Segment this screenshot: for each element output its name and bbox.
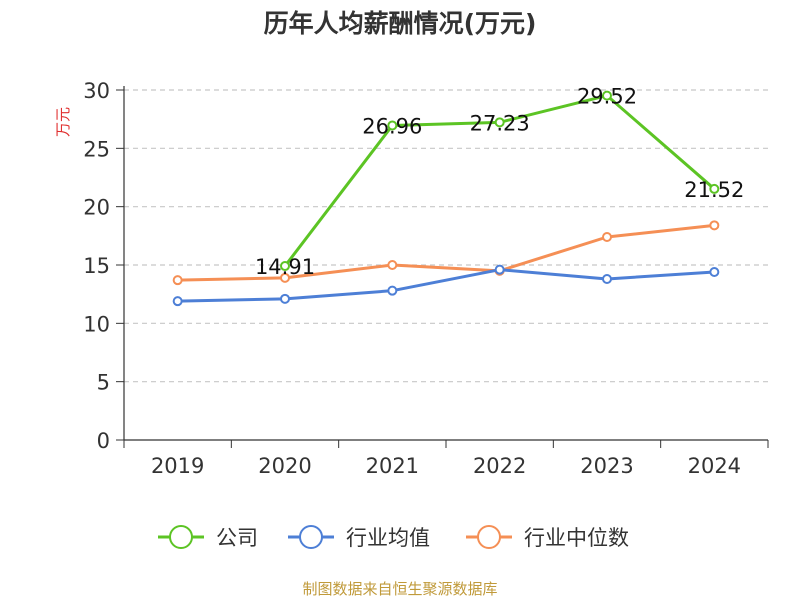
data-label: 26.96: [362, 114, 422, 138]
x-tick-label: 2019: [151, 454, 204, 478]
data-labels: 14.91 26.96 27.23 29.52 21.52: [255, 85, 744, 279]
series-lines: [172, 90, 720, 307]
x-tick-label: 2021: [366, 454, 419, 478]
axes: 0 5 10 15 20 25 30 2019 2020 2021 2022 2023 2024 万元: [54, 79, 769, 478]
data-point: [709, 267, 720, 277]
x-tick-label: 2023: [580, 454, 633, 478]
legend: 公司 行业均值 行业中位数: [158, 525, 629, 550]
grid-lines: [124, 89, 768, 383]
y-tick-label: 10: [83, 312, 110, 336]
data-point: [280, 272, 290, 283]
data-point: [494, 264, 505, 275]
data-point: [387, 120, 398, 131]
series-line: [177, 223, 715, 282]
y-tick-label: 0: [97, 429, 110, 453]
legend-label: 行业中位数: [524, 526, 629, 550]
data-point: [387, 285, 398, 296]
source-note: 制图数据来自恒生聚源数据库: [302, 580, 498, 598]
x-tick-label: 2020: [258, 454, 311, 478]
legend-marker: [169, 525, 193, 549]
legend-label: 行业均值: [346, 526, 430, 550]
data-label: 21.52: [684, 178, 744, 202]
data-point: [709, 220, 720, 231]
data-point: [494, 117, 505, 128]
data-point: [172, 275, 183, 286]
data-point: [280, 261, 290, 272]
data-point: [709, 183, 720, 194]
y-tick-label: 30: [83, 79, 110, 103]
y-tick-label: 25: [83, 137, 110, 161]
data-point: [602, 232, 612, 242]
x-tick-label: 2022: [473, 454, 526, 478]
series-line: [177, 268, 715, 303]
y-tick-label: 5: [97, 371, 110, 395]
legend-marker: [299, 525, 323, 549]
x-tick-label: 2024: [688, 454, 741, 478]
chart-title: 历年人均薪酬情况(万元): [263, 9, 537, 38]
data-point: [280, 293, 290, 304]
data-point: [602, 274, 612, 284]
data-point: [172, 296, 183, 307]
data-label: 27.23: [470, 111, 530, 135]
data-label: 29.52: [577, 85, 637, 109]
y-axis-label: 万元: [54, 107, 72, 137]
data-label: 14.91: [255, 255, 315, 279]
data-point: [387, 260, 398, 270]
legend-marker: [477, 525, 501, 549]
legend-label: 公司: [216, 526, 258, 550]
y-tick-label: 20: [83, 196, 110, 220]
y-tick-label: 15: [83, 254, 110, 278]
data-point: [602, 90, 612, 101]
